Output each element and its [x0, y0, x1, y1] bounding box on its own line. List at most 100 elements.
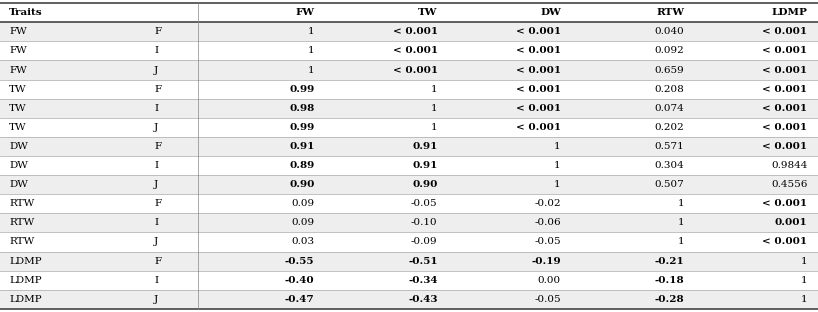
Text: F: F: [155, 142, 161, 151]
Text: Traits: Traits: [9, 8, 43, 17]
Text: -0.10: -0.10: [411, 218, 438, 227]
Text: 0.074: 0.074: [654, 104, 684, 113]
Text: F: F: [155, 199, 161, 208]
Bar: [0, 137, 818, 156]
Text: -0.02: -0.02: [534, 199, 561, 208]
Bar: [0, 80, 818, 99]
Text: < 0.001: < 0.001: [516, 123, 561, 132]
Text: FW: FW: [9, 66, 27, 75]
Text: -0.34: -0.34: [408, 276, 438, 285]
Text: LDMP: LDMP: [771, 8, 807, 17]
Text: -0.06: -0.06: [534, 218, 561, 227]
Text: J: J: [155, 123, 159, 132]
Text: -0.28: -0.28: [654, 295, 684, 304]
Bar: [0, 156, 818, 175]
Text: TW: TW: [9, 104, 27, 113]
Text: 0.09: 0.09: [291, 218, 314, 227]
Text: 0.91: 0.91: [289, 142, 314, 151]
Text: < 0.001: < 0.001: [762, 27, 807, 36]
Text: 1: 1: [431, 85, 438, 94]
Text: -0.51: -0.51: [408, 256, 438, 266]
Text: J: J: [155, 66, 159, 75]
Bar: [0, 22, 818, 41]
Text: -0.05: -0.05: [411, 199, 438, 208]
Bar: [0, 194, 818, 213]
Text: -0.05: -0.05: [534, 295, 561, 304]
Text: DW: DW: [9, 161, 28, 170]
Bar: [0, 3, 818, 22]
Text: < 0.001: < 0.001: [516, 46, 561, 56]
Text: 0.040: 0.040: [654, 27, 684, 36]
Text: I: I: [155, 104, 159, 113]
Text: 1: 1: [555, 161, 561, 170]
Bar: [0, 175, 818, 194]
Text: < 0.001: < 0.001: [516, 104, 561, 113]
Text: RTW: RTW: [9, 218, 34, 227]
Text: DW: DW: [9, 180, 28, 189]
Text: F: F: [155, 256, 161, 266]
Text: -0.47: -0.47: [285, 295, 314, 304]
Text: 0.91: 0.91: [412, 161, 438, 170]
Bar: [0, 290, 818, 309]
Text: 0.90: 0.90: [289, 180, 314, 189]
Text: F: F: [155, 85, 161, 94]
Text: < 0.001: < 0.001: [762, 104, 807, 113]
Text: 1: 1: [555, 142, 561, 151]
Text: 1: 1: [801, 256, 807, 266]
Text: TW: TW: [9, 85, 27, 94]
Text: 0.208: 0.208: [654, 85, 684, 94]
Text: RTW: RTW: [9, 237, 34, 246]
Text: 1: 1: [431, 123, 438, 132]
Text: -0.05: -0.05: [534, 237, 561, 246]
Text: 0.99: 0.99: [290, 123, 314, 132]
Bar: [0, 251, 818, 271]
Text: 0.304: 0.304: [654, 161, 684, 170]
Text: < 0.001: < 0.001: [393, 46, 438, 56]
Text: DW: DW: [540, 8, 561, 17]
Text: RTW: RTW: [9, 199, 34, 208]
Text: < 0.001: < 0.001: [762, 46, 807, 56]
Text: LDMP: LDMP: [9, 276, 42, 285]
Bar: [0, 41, 818, 61]
Text: -0.43: -0.43: [408, 295, 438, 304]
Text: J: J: [155, 295, 159, 304]
Text: 0.03: 0.03: [291, 237, 314, 246]
Text: < 0.001: < 0.001: [762, 123, 807, 132]
Text: < 0.001: < 0.001: [762, 142, 807, 151]
Text: < 0.001: < 0.001: [393, 66, 438, 75]
Text: 0.001: 0.001: [775, 218, 807, 227]
Text: 0.91: 0.91: [412, 142, 438, 151]
Text: < 0.001: < 0.001: [762, 85, 807, 94]
Text: 1: 1: [801, 295, 807, 304]
Text: 1: 1: [308, 66, 314, 75]
Text: 0.90: 0.90: [412, 180, 438, 189]
Text: 1: 1: [555, 180, 561, 189]
Text: -0.18: -0.18: [654, 276, 684, 285]
Text: LDMP: LDMP: [9, 295, 42, 304]
Text: TW: TW: [9, 123, 27, 132]
Text: < 0.001: < 0.001: [516, 27, 561, 36]
Text: LDMP: LDMP: [9, 256, 42, 266]
Text: < 0.001: < 0.001: [516, 85, 561, 94]
Text: FW: FW: [9, 46, 27, 56]
Text: 0.98: 0.98: [290, 104, 314, 113]
Text: FW: FW: [295, 8, 314, 17]
Text: 1: 1: [308, 27, 314, 36]
Text: 0.09: 0.09: [291, 199, 314, 208]
Bar: [0, 118, 818, 137]
Text: DW: DW: [9, 142, 28, 151]
Text: I: I: [155, 276, 159, 285]
Text: 0.00: 0.00: [537, 276, 561, 285]
Text: < 0.001: < 0.001: [762, 237, 807, 246]
Text: -0.19: -0.19: [531, 256, 561, 266]
Text: -0.21: -0.21: [654, 256, 684, 266]
Text: < 0.001: < 0.001: [516, 66, 561, 75]
Text: I: I: [155, 46, 159, 56]
Bar: [0, 61, 818, 80]
Text: 0.659: 0.659: [654, 66, 684, 75]
Bar: [0, 271, 818, 290]
Bar: [0, 213, 818, 232]
Text: -0.40: -0.40: [285, 276, 314, 285]
Bar: [0, 232, 818, 251]
Text: 0.4556: 0.4556: [771, 180, 807, 189]
